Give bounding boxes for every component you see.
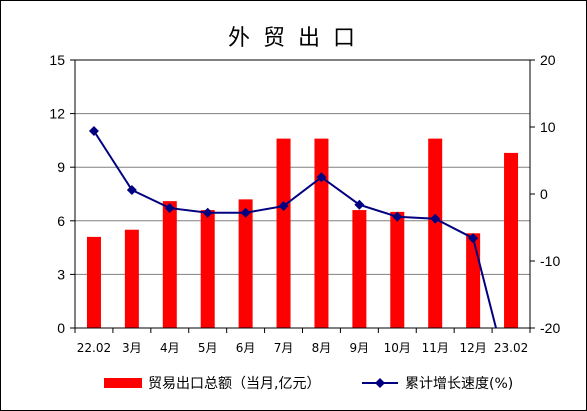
x-tick-label: 8月 — [312, 341, 332, 355]
x-tick-label: 3月 — [122, 341, 142, 355]
x-tick-label: 7月 — [274, 341, 294, 355]
line-point-marker-11月 — [430, 213, 441, 224]
line-point-marker-4月 — [164, 203, 175, 214]
x-tick-label: 6月 — [236, 341, 256, 355]
bar-10月 — [390, 211, 405, 328]
x-axis: 22.02 3月 4月 5月 6月 7月 8月 9月 10月 11月 12月 23.02 — [74, 328, 531, 355]
bar-7月 — [276, 138, 291, 328]
legend-swatch-bar — [104, 378, 142, 388]
x-tick-label: 10月 — [384, 341, 411, 355]
bar-4月 — [162, 201, 177, 328]
line-point-marker-5月 — [202, 207, 213, 218]
y-right-tick-label: -10 — [540, 253, 560, 269]
bar-23.02 — [504, 152, 519, 328]
y-left-tick-label: 6 — [57, 213, 65, 229]
x-tick-label: 23.02 — [494, 341, 528, 355]
y-left-tick-label: 0 — [57, 320, 65, 336]
legend-label-bar: 贸易出口总额（当月,亿元） — [148, 376, 320, 392]
bar-9月 — [352, 210, 367, 328]
y-left-tick-label: 3 — [57, 266, 65, 282]
line-point-marker-22.02 — [88, 126, 99, 137]
bar-series — [86, 138, 519, 328]
legend-label-line: 累计增长速度(%) — [405, 376, 513, 392]
x-tick-label: 9月 — [350, 341, 370, 355]
bar-5月 — [200, 210, 215, 328]
line-point-marker-3月 — [126, 184, 137, 195]
line-point-marker-8月 — [316, 172, 327, 183]
y-left-tick-label: 15 — [49, 52, 65, 68]
line-series — [88, 126, 498, 328]
bar-11月 — [428, 138, 443, 328]
line-point-marker-9月 — [354, 199, 365, 210]
y-right-tick-label: 0 — [540, 186, 548, 202]
x-tick-label: 4月 — [160, 341, 180, 355]
gridlines — [75, 113, 530, 275]
x-tick-label: 22.02 — [77, 341, 111, 355]
left-axis: 0 3 6 9 12 15 — [49, 52, 75, 336]
x-tick-label: 5月 — [198, 341, 218, 355]
y-left-tick-label: 12 — [49, 106, 65, 122]
x-tick-label: 11月 — [422, 341, 449, 355]
chart-title: 外 贸 出 口 — [228, 26, 358, 51]
line-point-marker-12月 — [468, 233, 479, 244]
bar-6月 — [238, 199, 253, 328]
bar-3月 — [124, 229, 139, 328]
y-left-tick-label: 9 — [57, 159, 65, 175]
line-point-marker-10月 — [392, 211, 403, 222]
y-right-tick-label: -20 — [540, 320, 560, 336]
bar-22.02 — [86, 236, 101, 328]
growth-rate-line — [93, 130, 498, 328]
legend-diamond-marker-icon — [375, 378, 385, 388]
line-point-marker-6月 — [240, 207, 251, 218]
y-right-tick-label: 10 — [540, 119, 556, 135]
bar-8月 — [314, 138, 329, 328]
legend: 贸易出口总额（当月,亿元） 累计增长速度(%) — [104, 376, 513, 392]
x-tick-label: 12月 — [459, 341, 486, 355]
line-point-marker-7月 — [278, 201, 289, 212]
y-right-tick-label: 20 — [540, 52, 556, 68]
right-axis: -20 -10 0 10 20 — [530, 52, 560, 336]
bar-12月 — [466, 233, 481, 328]
